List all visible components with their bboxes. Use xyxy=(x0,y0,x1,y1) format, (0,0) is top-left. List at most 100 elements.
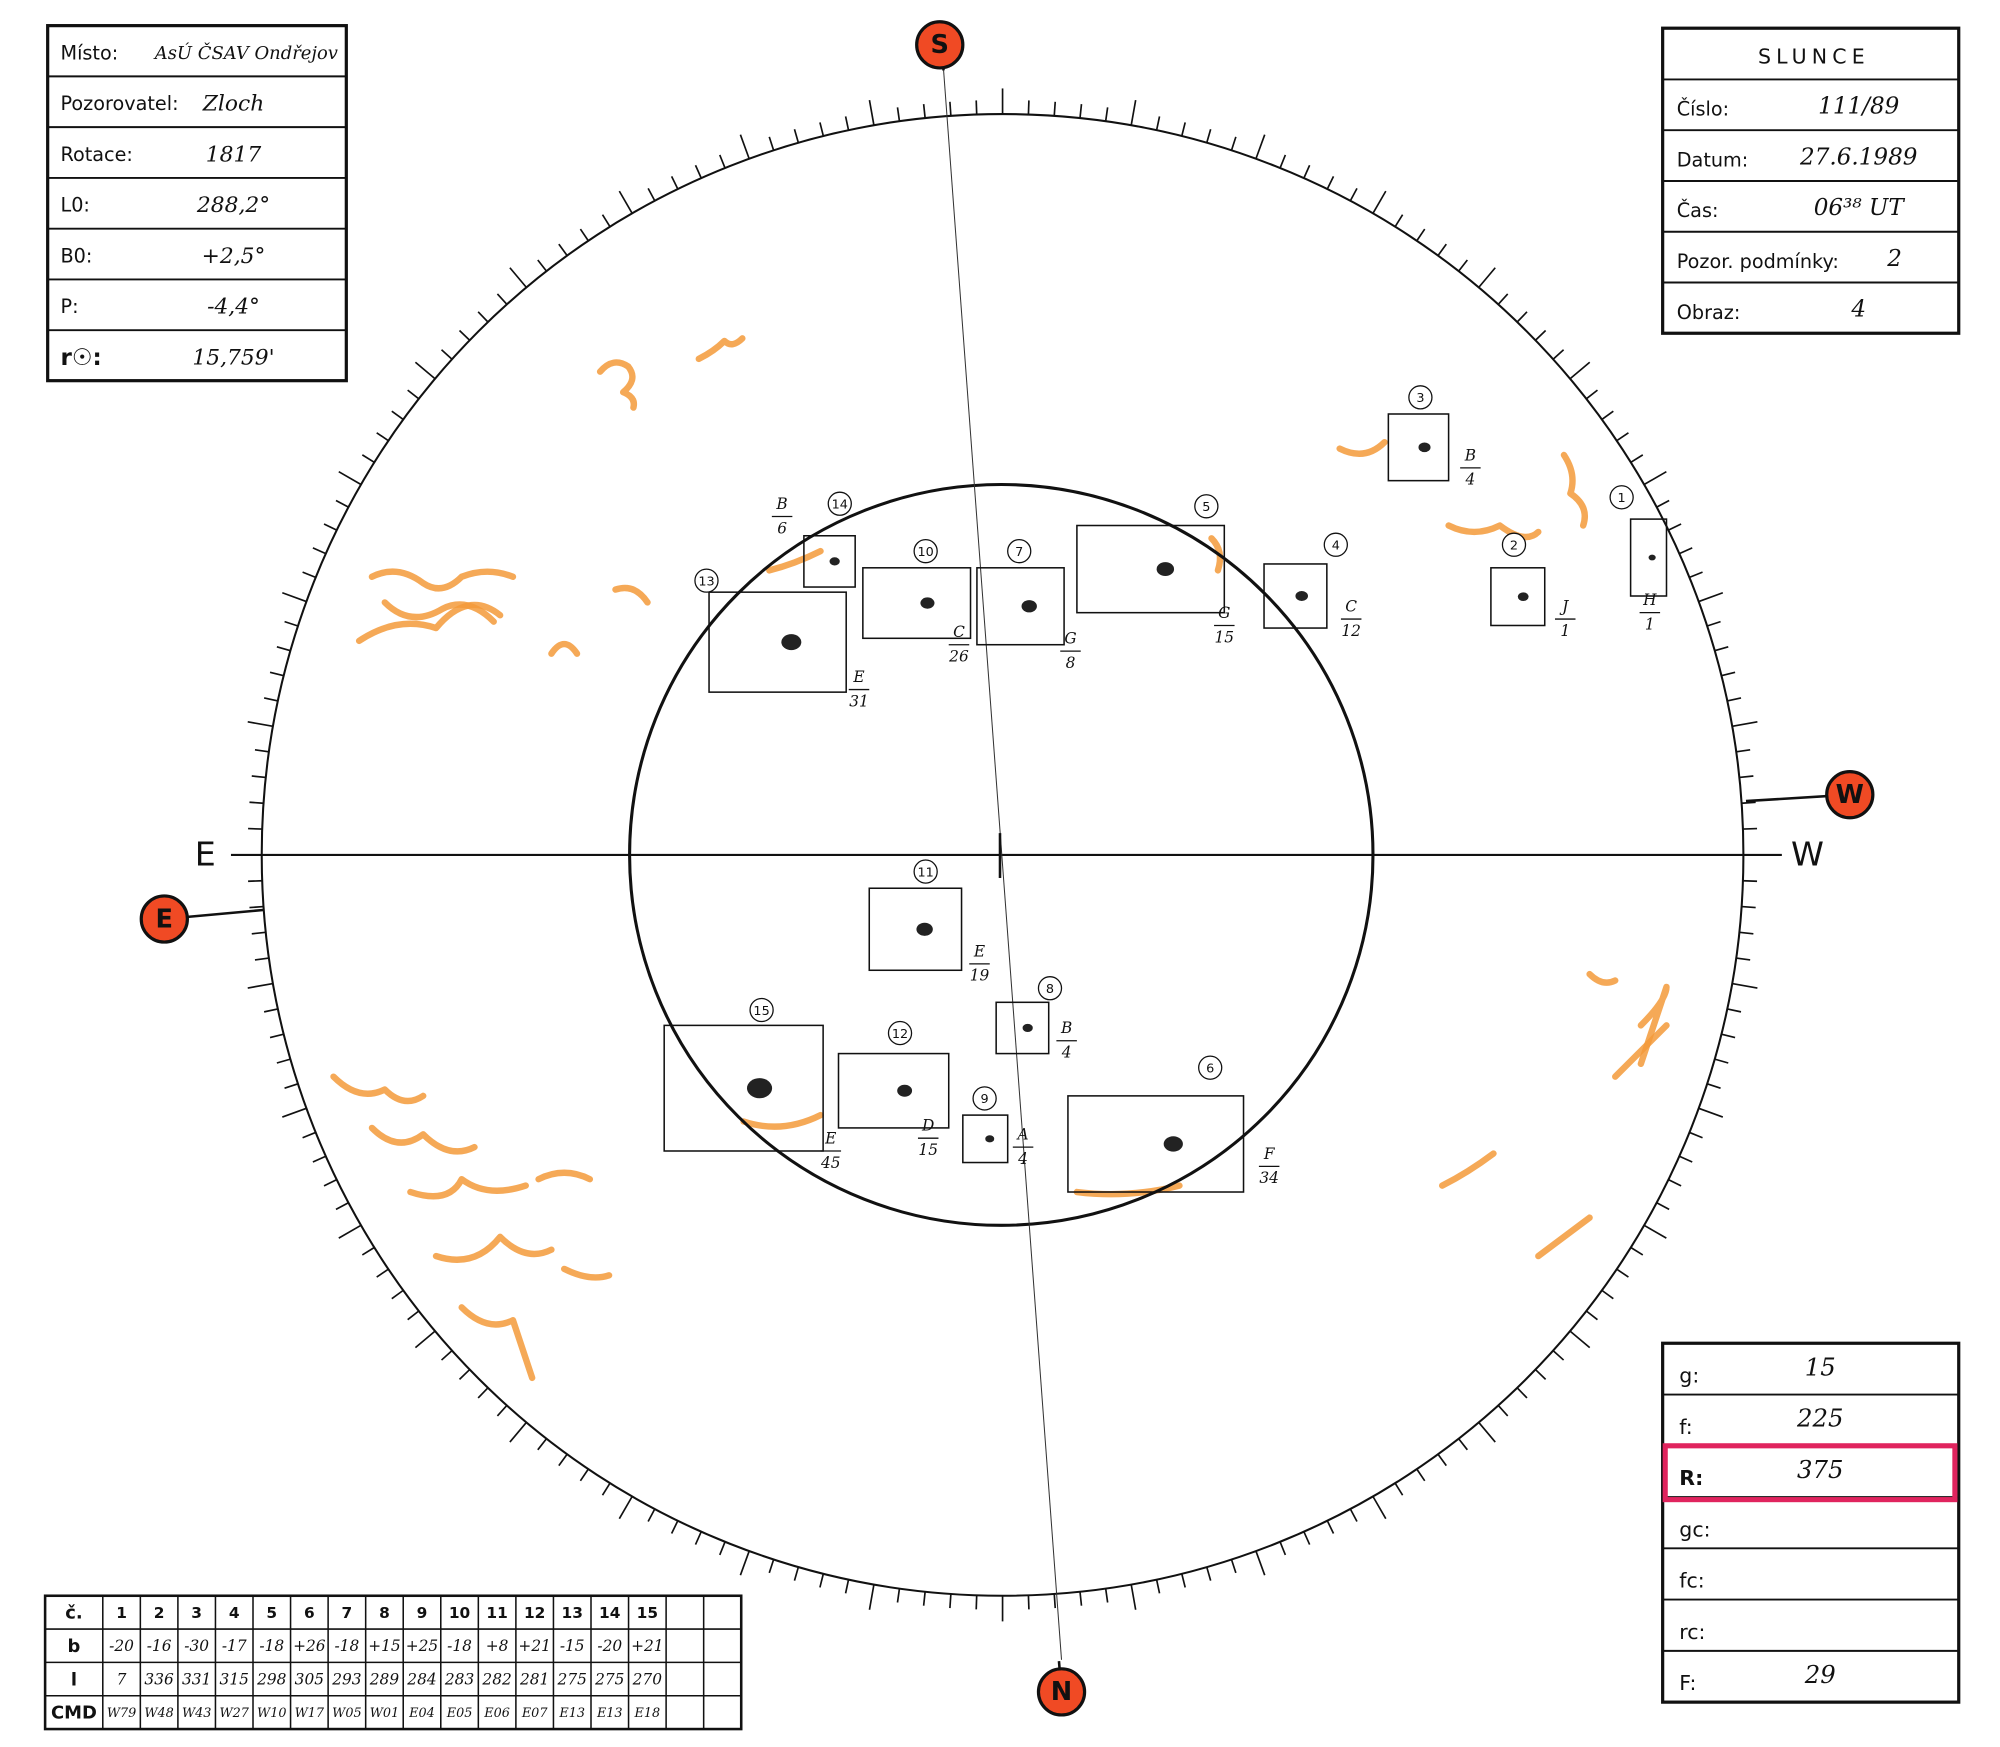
table-cell: E06 xyxy=(483,1706,510,1721)
table-cell: 14 xyxy=(599,1604,620,1622)
limb-tick xyxy=(1739,775,1754,779)
group-box xyxy=(1490,567,1546,627)
limb-tick xyxy=(793,128,800,144)
group-number-circle xyxy=(1007,538,1032,564)
limb-tick xyxy=(1601,1289,1614,1300)
group-number-circle xyxy=(1198,1055,1223,1080)
limb-tick xyxy=(440,1350,453,1361)
table-cell: E13 xyxy=(558,1706,585,1721)
axis-line xyxy=(943,70,1063,1660)
table-cell: l xyxy=(71,1669,77,1690)
table-cell: 305 xyxy=(295,1670,324,1688)
group-number: 6 xyxy=(1206,1061,1214,1076)
limb-tick xyxy=(647,1508,656,1522)
group-number: 7 xyxy=(1015,545,1023,560)
limb-tick xyxy=(1230,1559,1237,1574)
limb-label-west: W xyxy=(1791,835,1824,874)
sunspot-group: 3 B 4 xyxy=(1387,385,1481,489)
limb-tick xyxy=(694,164,702,179)
field-label: Rotace: xyxy=(60,143,132,166)
group-number: 8 xyxy=(1046,982,1054,997)
compass-label: S xyxy=(931,30,949,60)
limb-tick xyxy=(1732,720,1758,728)
limb-tick xyxy=(694,1531,702,1545)
table-cell: -30 xyxy=(184,1637,209,1655)
index-box xyxy=(1661,1341,1961,1704)
field-value: -4,4° xyxy=(207,295,260,320)
limb-tick xyxy=(1601,410,1614,421)
field-value: 29 xyxy=(1804,1660,1836,1689)
table-cell: 10 xyxy=(449,1604,470,1622)
group-number: 13 xyxy=(698,574,714,589)
table-cell: 315 xyxy=(220,1670,249,1688)
limb-tick xyxy=(414,361,436,380)
field-value: 15 xyxy=(1805,1352,1836,1381)
limb-tick xyxy=(647,187,656,202)
limb-tick xyxy=(1180,1573,1187,1588)
limb-tick xyxy=(1741,905,1756,909)
field-value: AsÚ ČSAV Ondřejov xyxy=(153,41,338,64)
limb-tick xyxy=(1104,1588,1109,1603)
limb-tick xyxy=(251,931,266,935)
group-box xyxy=(803,534,856,588)
limb-tick xyxy=(458,329,471,341)
limb-tick xyxy=(670,176,679,190)
table-cell: 4 xyxy=(229,1604,240,1622)
box-title: SLUNCE xyxy=(1758,45,1870,69)
compass-label: W xyxy=(1836,780,1864,810)
spot xyxy=(781,634,802,651)
sunspot-group: 10 C 26 xyxy=(862,538,972,666)
limb-tick xyxy=(1698,1107,1724,1118)
highlight xyxy=(1662,1443,1958,1503)
limb-tick xyxy=(335,1201,349,1211)
group-box xyxy=(995,1001,1050,1055)
group-number-circle xyxy=(827,491,852,516)
group-type: C xyxy=(953,623,965,641)
limb-tick xyxy=(1053,1593,1057,1609)
limb-tick xyxy=(458,1368,471,1380)
field-value: 288,2° xyxy=(196,193,270,218)
limb-tick xyxy=(601,214,611,228)
field-value: 06³⁸ UT xyxy=(1814,195,1906,221)
table-cell: +21 xyxy=(631,1637,663,1655)
limb-tick xyxy=(509,267,527,288)
group-box xyxy=(1076,524,1226,614)
limb-tick xyxy=(1303,164,1311,179)
field-label: g: xyxy=(1679,1364,1699,1388)
limb-tick xyxy=(949,101,952,116)
limb-tick xyxy=(1130,1584,1137,1610)
limb-tick xyxy=(1679,1155,1693,1163)
limb-tick xyxy=(1230,136,1237,151)
limb-tick xyxy=(1349,1508,1358,1522)
faculae xyxy=(330,335,1670,1382)
limb-tick xyxy=(1552,349,1565,360)
field-label: R: xyxy=(1679,1466,1703,1490)
limb-tick xyxy=(868,99,875,126)
group-number-circle xyxy=(913,538,938,564)
table-cell: E18 xyxy=(634,1706,661,1721)
limb-tick xyxy=(601,1482,611,1496)
table-cell: 9 xyxy=(417,1604,428,1622)
limb-tick xyxy=(819,122,825,137)
group-type: E xyxy=(852,668,864,686)
table-cell: -18 xyxy=(259,1637,284,1655)
limb-tick xyxy=(1205,128,1212,144)
limb-tick xyxy=(496,1404,508,1417)
limb-tick xyxy=(263,1008,279,1013)
group-count: 15 xyxy=(918,1141,938,1159)
group-count: 1 xyxy=(1645,615,1655,633)
field-value: +2,5° xyxy=(202,244,266,269)
group-type: H xyxy=(1642,591,1657,609)
limb-tick xyxy=(1255,1550,1266,1576)
limb-tick xyxy=(477,1387,489,1399)
group-number-circle xyxy=(913,859,938,884)
table-cell: W43 xyxy=(182,1706,211,1721)
limb-tick xyxy=(949,1593,952,1609)
limb-tick xyxy=(254,749,270,753)
limb-tick xyxy=(1706,1083,1721,1089)
limb-tick xyxy=(284,1083,299,1089)
limb-tick xyxy=(1053,101,1057,116)
field-label: fc: xyxy=(1679,1569,1704,1593)
